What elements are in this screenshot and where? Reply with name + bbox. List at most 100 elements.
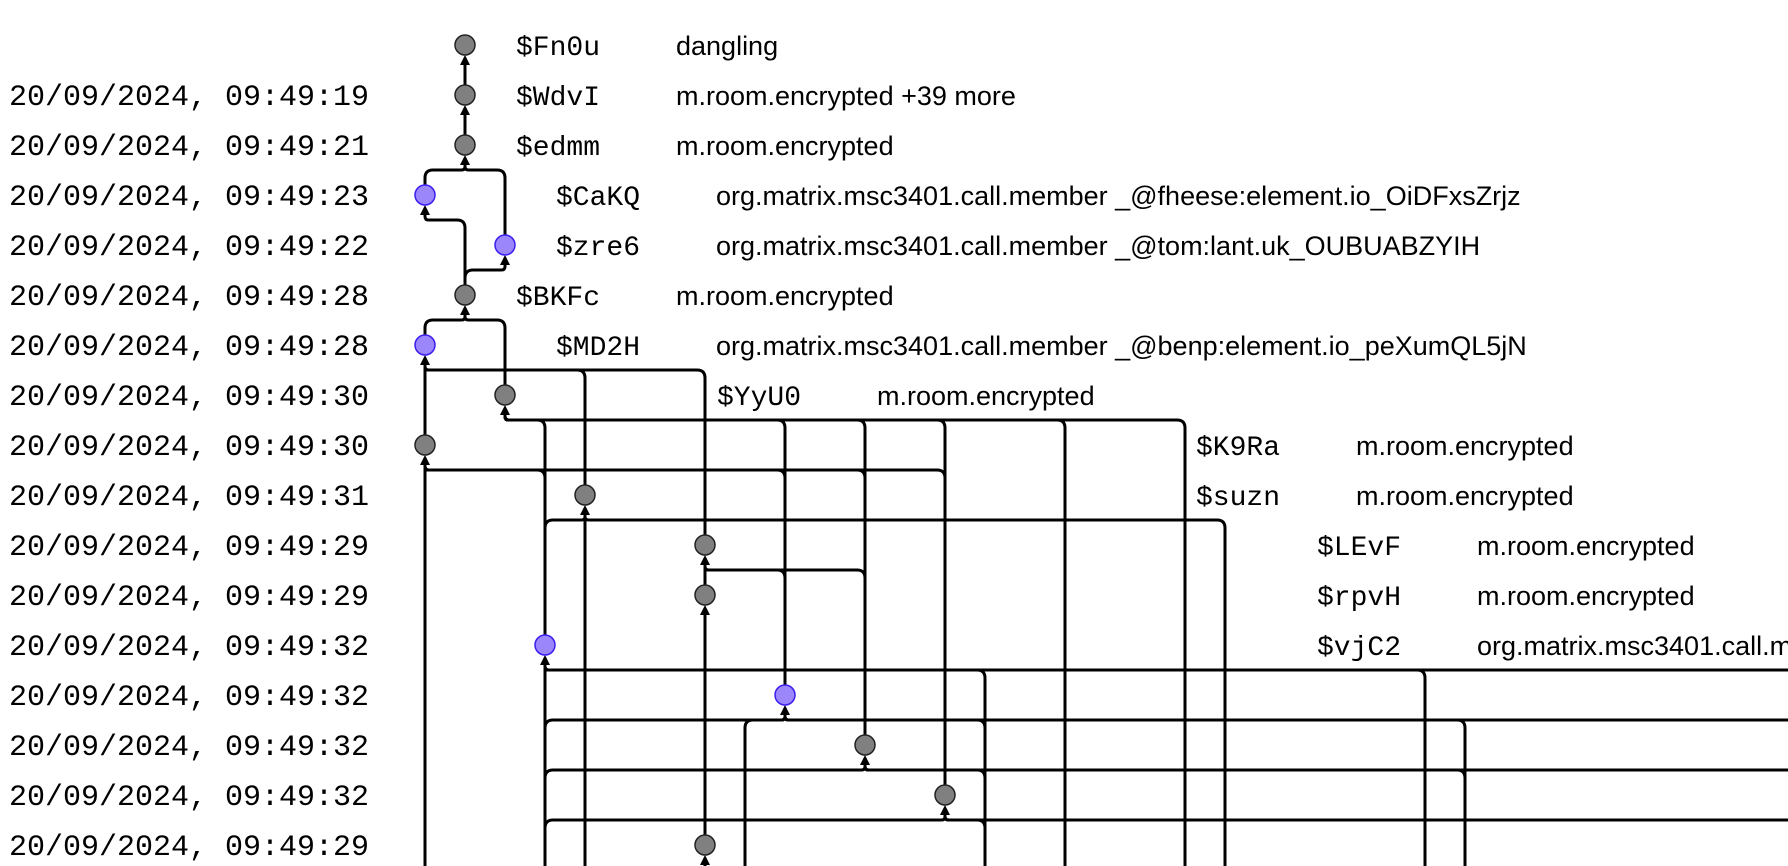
event-timestamp: 20/09/2024, 09:49:31	[9, 481, 369, 515]
edge	[503, 413, 867, 745]
edge	[423, 363, 707, 545]
arrowhead-icon	[780, 705, 790, 715]
event-type: m.room.encrypted	[877, 381, 1095, 411]
edge	[463, 313, 507, 395]
call-member-node[interactable]	[414, 334, 436, 356]
event-id[interactable]: $zre6	[556, 233, 640, 264]
event-type: org.matrix.msc3401.call.member _@fheese:…	[716, 181, 1521, 211]
edge	[543, 513, 587, 645]
event-node[interactable]	[574, 484, 596, 506]
arrowhead-icon	[700, 855, 710, 865]
edge	[583, 513, 1227, 866]
event-timestamp: 20/09/2024, 09:49:28	[9, 331, 369, 365]
edge	[863, 763, 1788, 772]
arrowhead-icon	[460, 55, 470, 65]
arrowhead-icon	[540, 655, 550, 665]
event-node[interactable]	[934, 784, 956, 806]
edge	[423, 213, 467, 295]
event-timestamp: 20/09/2024, 09:49:32	[9, 631, 369, 665]
edges-layer	[420, 55, 1788, 866]
event-type: org.matrix.msc3401.call.member _@tom:lan…	[716, 231, 1480, 261]
edge	[743, 713, 787, 866]
event-node[interactable]	[854, 734, 876, 756]
arrowhead-icon	[420, 355, 430, 365]
arrowhead-icon	[500, 405, 510, 415]
event-id[interactable]: $MD2H	[556, 333, 640, 364]
event-id[interactable]: $K9Ra	[1196, 433, 1280, 464]
call-member-node[interactable]	[774, 684, 796, 706]
edge	[503, 413, 547, 645]
event-node[interactable]	[694, 834, 716, 856]
event-id[interactable]: $YyU0	[717, 383, 801, 414]
event-timestamp: 20/09/2024, 09:49:30	[9, 381, 369, 415]
edge	[423, 463, 947, 795]
event-timestamp: 20/09/2024, 09:49:29	[9, 581, 369, 615]
event-node[interactable]	[694, 584, 716, 606]
event-type: m.room.encrypted	[676, 131, 894, 161]
arrowhead-icon	[460, 155, 470, 165]
arrowhead-icon	[420, 205, 430, 215]
arrowhead-icon	[860, 755, 870, 765]
edge	[503, 413, 1187, 866]
edge	[703, 563, 867, 745]
arrowhead-icon	[460, 305, 470, 315]
event-id[interactable]: $WdvI	[516, 83, 600, 114]
event-type: m.room.encrypted +39 more	[676, 81, 1016, 111]
event-id[interactable]: $Fn0u	[516, 33, 600, 64]
arrowhead-icon	[580, 505, 590, 515]
edge	[783, 713, 1788, 722]
arrowhead-icon	[500, 255, 510, 265]
event-node[interactable]	[454, 34, 476, 56]
arrowhead-icon	[700, 555, 710, 565]
edge	[943, 813, 1788, 822]
event-type: m.room.encrypted	[1477, 581, 1695, 611]
edge	[423, 463, 787, 695]
event-timestamp: 20/09/2024, 09:49:22	[9, 231, 369, 265]
event-timestamp: 20/09/2024, 09:49:23	[9, 181, 369, 215]
edge	[423, 463, 547, 645]
event-id[interactable]: $suzn	[1196, 483, 1280, 514]
event-timestamp: 20/09/2024, 09:49:19	[9, 81, 369, 115]
edge	[863, 763, 1467, 866]
event-timestamp: 20/09/2024, 09:49:29	[9, 531, 369, 565]
event-type: dangling	[676, 31, 778, 61]
event-timestamp: 20/09/2024, 09:49:32	[9, 731, 369, 765]
arrowhead-icon	[700, 605, 710, 615]
event-type: org.matrix.msc3401.call.member _@benp:el…	[716, 331, 1527, 361]
event-timestamp: 20/09/2024, 09:49:29	[9, 831, 369, 865]
edge	[703, 563, 787, 695]
event-timestamp: 20/09/2024, 09:49:32	[9, 781, 369, 815]
nodes-layer	[414, 34, 956, 856]
call-member-node[interactable]	[534, 634, 556, 656]
event-id[interactable]: $rpvH	[1317, 583, 1401, 614]
arrowhead-icon	[460, 105, 470, 115]
event-type: m.room.encrypted	[676, 281, 894, 311]
event-timestamp: 20/09/2024, 09:49:21	[9, 131, 369, 165]
edge	[543, 663, 987, 866]
event-timestamp: 20/09/2024, 09:49:30	[9, 431, 369, 465]
event-node[interactable]	[494, 384, 516, 406]
event-id[interactable]: $LEvF	[1317, 533, 1401, 564]
edge	[543, 663, 1788, 672]
event-node[interactable]	[454, 84, 476, 106]
event-id[interactable]: $vjC2	[1317, 633, 1401, 664]
event-node[interactable]	[454, 284, 476, 306]
edge	[543, 713, 787, 866]
edge	[423, 463, 867, 745]
event-id[interactable]: $edmm	[516, 133, 600, 164]
call-member-node[interactable]	[414, 184, 436, 206]
edge	[783, 713, 1467, 866]
call-member-node[interactable]	[494, 234, 516, 256]
event-type: m.room.encrypted	[1356, 431, 1574, 461]
event-node[interactable]	[454, 134, 476, 156]
event-node[interactable]	[414, 434, 436, 456]
event-type: m.room.encrypted	[1477, 531, 1695, 561]
edge	[863, 763, 987, 866]
labels-layer: $Fn0u dangling 20/09/2024, 09:49:19 $WdvI m.…	[9, 31, 1788, 865]
event-id[interactable]: $CaKQ	[556, 183, 640, 214]
edge	[463, 263, 507, 295]
event-id[interactable]: $BKFc	[516, 283, 600, 314]
edge	[783, 713, 987, 866]
event-node[interactable]	[694, 534, 716, 556]
